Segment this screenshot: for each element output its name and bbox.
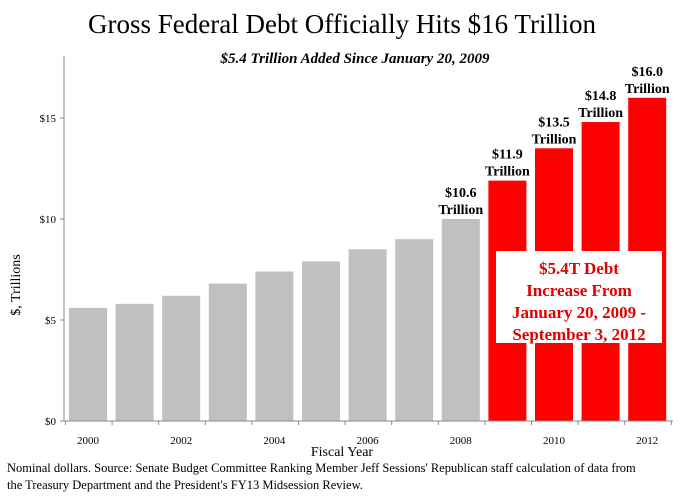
x-tick-label: 2004: [263, 435, 286, 447]
annotation-line: Increase From: [526, 281, 632, 300]
chart-subtitle: $5.4 Trillion Added Since January 20, 20…: [220, 51, 490, 67]
data-label-2011: $14.8: [585, 89, 617, 104]
data-label-2009: Trillion: [485, 165, 530, 180]
bar-2001: [115, 303, 154, 421]
y-tick-label: $15: [40, 113, 57, 125]
footnote-line: Nominal dollars. Source: Senate Budget C…: [7, 461, 636, 475]
y-tick-label: $0: [45, 416, 57, 428]
footnote-line: the Treasury Department and the Presiden…: [7, 478, 363, 492]
data-label-2010: Trillion: [532, 132, 577, 147]
bar-2004: [255, 271, 294, 421]
x-axis-label: Fiscal Year: [311, 445, 374, 460]
x-tick-label: 2002: [170, 435, 192, 447]
data-label-2012: $16.0: [631, 65, 663, 80]
bar-2002: [162, 295, 201, 421]
y-axis-label: $, Trillions: [9, 254, 24, 315]
bar-2000: [69, 307, 107, 421]
annotation-background: [496, 251, 662, 343]
x-tick-label: 2000: [77, 435, 100, 447]
data-label-2009: $11.9: [492, 148, 523, 163]
data-label-2008: Trillion: [438, 203, 483, 218]
bar-2003: [208, 283, 247, 421]
y-tick-label: $10: [40, 214, 57, 226]
data-label-2011: Trillion: [578, 106, 623, 121]
annotation-line: September 3, 2012: [512, 325, 645, 344]
data-label-2008: $10.6: [445, 186, 477, 201]
x-tick-label: 2012: [636, 435, 658, 447]
x-tick-label: 2006: [357, 435, 380, 447]
x-tick-label: 2010: [543, 435, 566, 447]
annotation-line: $5.4T Debt: [539, 259, 619, 278]
chart-title: Gross Federal Debt Officially Hits $16 T…: [88, 9, 596, 39]
bar-2005: [302, 261, 340, 421]
bar-2008: [441, 219, 480, 421]
y-tick-label: $5: [45, 315, 57, 327]
annotation-line: January 20, 2009 -: [512, 303, 646, 322]
x-tick-label: 2008: [450, 435, 473, 447]
annotation-box: $5.4T Debt Increase From January 20, 200…: [496, 251, 662, 344]
data-label-2012: Trillion: [625, 82, 670, 97]
bar-2007: [395, 239, 434, 421]
bar-2006: [348, 249, 387, 421]
data-label-2010: $13.5: [538, 115, 570, 130]
